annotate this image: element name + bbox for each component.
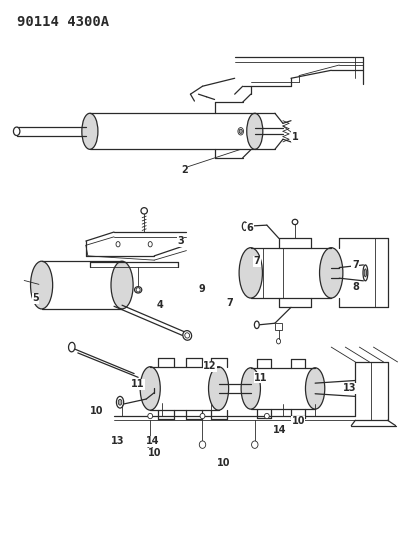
Ellipse shape <box>185 333 190 338</box>
Ellipse shape <box>118 399 122 405</box>
Ellipse shape <box>200 414 205 419</box>
Ellipse shape <box>252 441 258 448</box>
Ellipse shape <box>264 414 269 419</box>
Text: 2: 2 <box>181 165 188 175</box>
Ellipse shape <box>242 222 247 230</box>
Text: 11: 11 <box>130 379 144 389</box>
Ellipse shape <box>363 265 368 281</box>
Text: 7: 7 <box>254 256 260 266</box>
Ellipse shape <box>239 129 242 133</box>
Text: 8: 8 <box>353 281 360 292</box>
Ellipse shape <box>13 127 20 135</box>
Ellipse shape <box>238 127 243 135</box>
Ellipse shape <box>305 368 325 409</box>
Ellipse shape <box>320 248 343 298</box>
Ellipse shape <box>148 414 153 419</box>
Text: 1: 1 <box>292 132 298 142</box>
Text: 14: 14 <box>273 425 286 435</box>
Text: 90114 4300A: 90114 4300A <box>17 14 110 29</box>
Ellipse shape <box>239 248 262 298</box>
Text: 6: 6 <box>247 223 254 233</box>
Ellipse shape <box>147 441 153 448</box>
Ellipse shape <box>116 397 124 408</box>
Ellipse shape <box>247 114 263 149</box>
Bar <box>275 322 282 330</box>
Ellipse shape <box>141 208 147 214</box>
Ellipse shape <box>254 321 259 328</box>
Text: 10: 10 <box>90 406 104 416</box>
Text: 3: 3 <box>177 236 184 246</box>
Ellipse shape <box>30 261 53 309</box>
Ellipse shape <box>111 261 133 309</box>
Text: 9: 9 <box>198 284 205 294</box>
Text: 10: 10 <box>217 458 230 467</box>
Ellipse shape <box>82 114 98 149</box>
Ellipse shape <box>199 441 206 448</box>
Text: 14: 14 <box>145 437 159 447</box>
Text: 10: 10 <box>148 448 162 458</box>
Text: 13: 13 <box>343 383 356 393</box>
Ellipse shape <box>140 367 160 410</box>
Text: 13: 13 <box>111 437 124 447</box>
Text: 7: 7 <box>226 297 233 308</box>
Text: 7: 7 <box>352 261 359 270</box>
Ellipse shape <box>68 342 75 352</box>
Text: 11: 11 <box>254 373 268 383</box>
Ellipse shape <box>241 368 260 409</box>
Text: 10: 10 <box>292 416 305 426</box>
Text: 4: 4 <box>157 300 164 310</box>
Ellipse shape <box>292 219 298 224</box>
Text: 5: 5 <box>32 293 39 303</box>
Ellipse shape <box>134 287 142 293</box>
Ellipse shape <box>364 269 367 277</box>
Ellipse shape <box>209 367 229 410</box>
Ellipse shape <box>183 330 192 340</box>
Text: 12: 12 <box>203 361 217 371</box>
